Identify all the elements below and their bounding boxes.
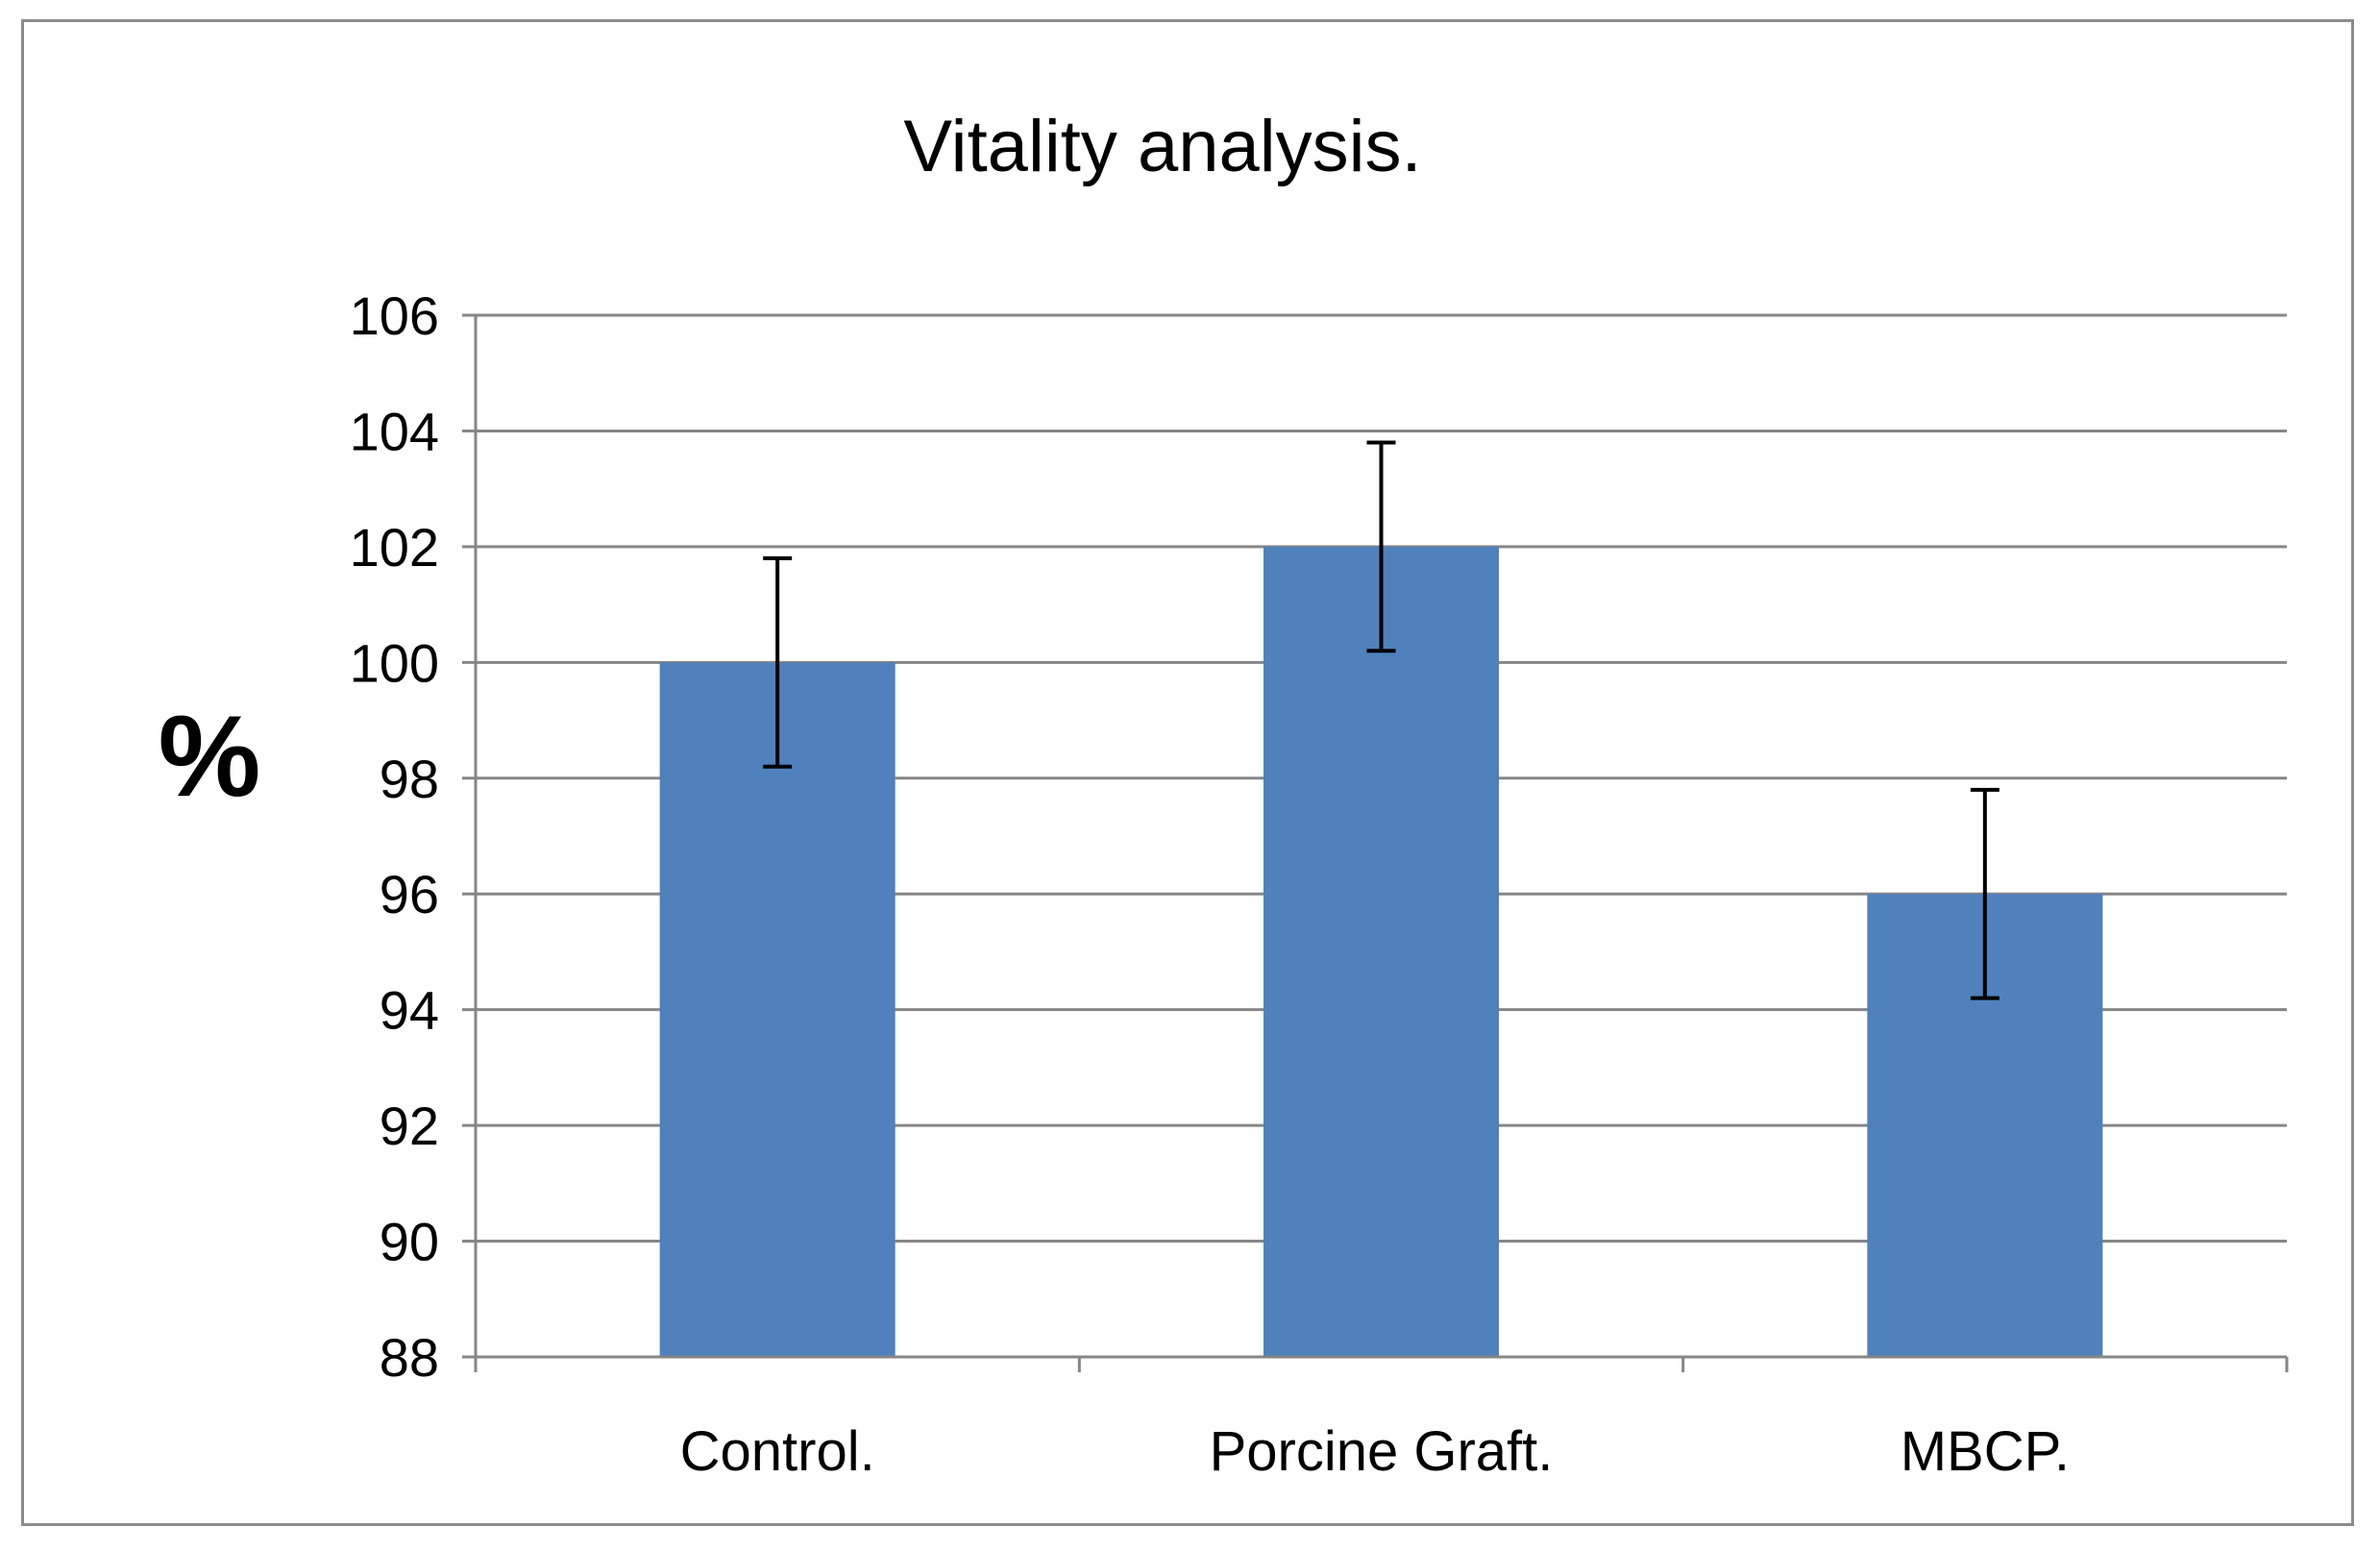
- y-tick-label: 98: [380, 749, 439, 809]
- bars: [659, 546, 2103, 1357]
- y-tick-label: 88: [380, 1327, 439, 1388]
- x-category-label: Control.: [680, 1420, 875, 1483]
- y-tick-label: 106: [350, 285, 439, 346]
- y-tick-label: 94: [380, 980, 439, 1041]
- x-category-label: Porcine Graft.: [1210, 1420, 1554, 1483]
- chart-title: Vitality analysis.: [903, 106, 1421, 187]
- tick-labels: 88 90 92 94 96 98 100 102 104 106 Control. Porcine …: [350, 285, 2070, 1483]
- y-tick-label: 104: [350, 401, 439, 461]
- y-tick-label: 100: [350, 632, 439, 693]
- bar: [659, 662, 896, 1357]
- y-tick-label: 96: [380, 864, 439, 924]
- y-axis-label: %: [159, 692, 261, 821]
- x-category-label: MBCP.: [1901, 1420, 2070, 1483]
- y-tick-label: 102: [350, 517, 439, 578]
- error-bars: [763, 440, 2000, 1000]
- y-tick-label: 90: [380, 1212, 439, 1272]
- bar: [1263, 546, 1500, 1357]
- axes: [462, 313, 2289, 1372]
- y-tick-label: 92: [380, 1096, 439, 1156]
